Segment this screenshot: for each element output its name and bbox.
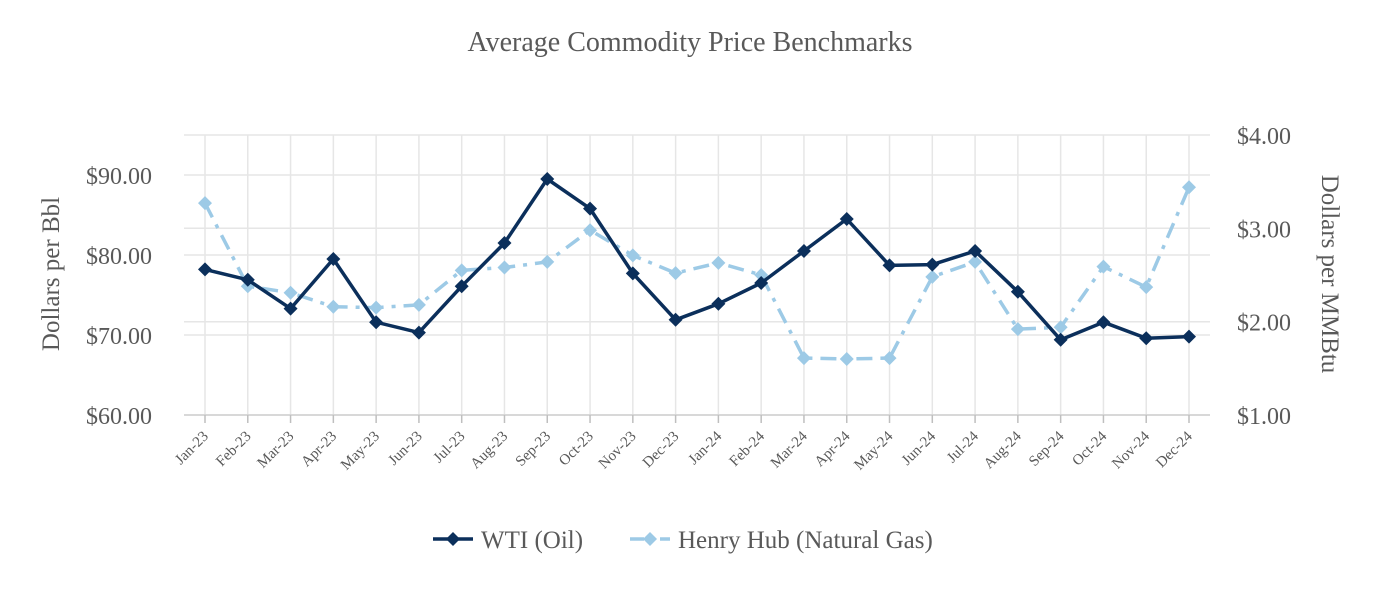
x-tick-label: Apr-24	[812, 428, 854, 470]
data-point	[326, 299, 341, 314]
data-point	[925, 269, 940, 284]
data-point	[839, 352, 854, 366]
y-left-tick-label: $80.00	[86, 244, 152, 270]
data-point	[839, 212, 854, 226]
right-axis-title: Dollars per MMBtu	[1316, 175, 1343, 374]
data-point	[583, 223, 598, 238]
data-point	[540, 254, 555, 269]
series-wti-oil	[198, 172, 1196, 347]
data-point	[454, 263, 469, 278]
legend-swatch-marker	[446, 532, 460, 546]
legend-item: Henry Hub (Natural Gas)	[630, 527, 933, 554]
data-point	[796, 351, 811, 366]
y-left-tick-label: $60.00	[86, 404, 152, 430]
y-right-tick-label: $1.00	[1237, 404, 1291, 430]
left-axis-title: Dollars per Bbl	[38, 197, 65, 351]
data-point	[1053, 320, 1068, 335]
data-point	[668, 312, 683, 327]
x-tick-label: Dec-23	[640, 429, 683, 472]
data-point	[1182, 180, 1196, 195]
x-tick-label: Nov-24	[1109, 428, 1153, 472]
data-point	[1010, 284, 1025, 299]
data-point	[583, 201, 598, 216]
x-tick-label: May-23	[338, 429, 383, 474]
data-point	[882, 258, 897, 273]
legend-item: WTI (Oil)	[433, 527, 583, 554]
grid	[184, 134, 1210, 416]
data-point	[1096, 259, 1111, 274]
data-point	[240, 272, 255, 287]
data-point	[198, 196, 212, 211]
data-point	[497, 236, 512, 250]
data-point	[925, 257, 940, 272]
x-tick-label: Aug-24	[981, 428, 1025, 472]
data-point	[882, 351, 897, 366]
series-line	[204, 177, 1190, 342]
data-point	[1139, 331, 1154, 346]
x-tick-label: May-24	[851, 428, 896, 473]
y-right-tick-label: $3.00	[1237, 217, 1291, 243]
x-tick-label: Nov-23	[596, 429, 640, 473]
data-point	[283, 301, 298, 316]
data-point	[1010, 322, 1025, 337]
legend: WTI (Oil) Henry Hub (Natural Gas)	[433, 527, 933, 554]
legend-swatch-marker	[643, 532, 657, 546]
data-point	[540, 172, 555, 186]
data-point	[968, 254, 983, 269]
data-point	[411, 297, 426, 312]
legend-label: WTI (Oil)	[481, 527, 583, 554]
x-tick-label: Jan-23	[172, 429, 212, 469]
x-tick-label: Aug-23	[468, 429, 512, 473]
data-point	[283, 285, 298, 300]
x-tick-label: Oct-24	[1069, 428, 1110, 469]
x-tick-label: Jan-24	[686, 428, 726, 468]
data-point	[497, 260, 512, 275]
data-point	[1182, 329, 1196, 344]
x-tick-label: Apr-23	[298, 429, 340, 471]
series-henry-hub-natural-gas	[198, 180, 1196, 366]
series-layer	[198, 172, 1196, 366]
y-right-tick-label: $4.00	[1237, 124, 1291, 150]
y-left-tick-label: $70.00	[86, 324, 152, 350]
series-line	[203, 186, 1191, 361]
x-tick-label: Oct-23	[556, 429, 597, 470]
data-point	[369, 315, 384, 330]
legend-label: Henry Hub (Natural Gas)	[678, 527, 933, 554]
data-point	[1096, 315, 1111, 330]
data-point	[754, 276, 769, 290]
x-tick-label: Mar-24	[768, 428, 811, 471]
data-point	[625, 248, 640, 263]
y-left-tick-label: $90.00	[86, 164, 152, 190]
x-tick-label: Sep-24	[1026, 428, 1068, 470]
data-point	[369, 300, 384, 315]
chart-title: Average Commodity Price Benchmarks	[467, 27, 912, 58]
x-tick-label: Sep-23	[513, 429, 554, 470]
x-tick-label: Mar-23	[254, 429, 297, 472]
data-point	[326, 252, 341, 266]
x-tick-label: Jul-23	[431, 429, 469, 467]
data-point	[625, 266, 640, 281]
data-point	[1139, 280, 1154, 295]
data-point	[968, 244, 983, 258]
x-tick-label: Jun-23	[386, 429, 426, 469]
x-tick-label: Feb-23	[213, 429, 254, 470]
y-right-tick-label: $2.00	[1237, 311, 1291, 337]
data-point	[711, 255, 726, 270]
x-tick-label: Jul-24	[944, 428, 982, 466]
data-point	[198, 262, 212, 277]
x-tick-label: Dec-24	[1153, 428, 1196, 471]
x-tick-label: Jun-24	[899, 428, 940, 469]
data-point	[411, 325, 426, 340]
data-point	[796, 244, 811, 258]
data-point	[668, 266, 683, 281]
data-point	[1053, 332, 1068, 347]
data-point	[454, 279, 469, 294]
x-tick-label: Feb-24	[727, 428, 769, 470]
data-point	[711, 296, 726, 311]
